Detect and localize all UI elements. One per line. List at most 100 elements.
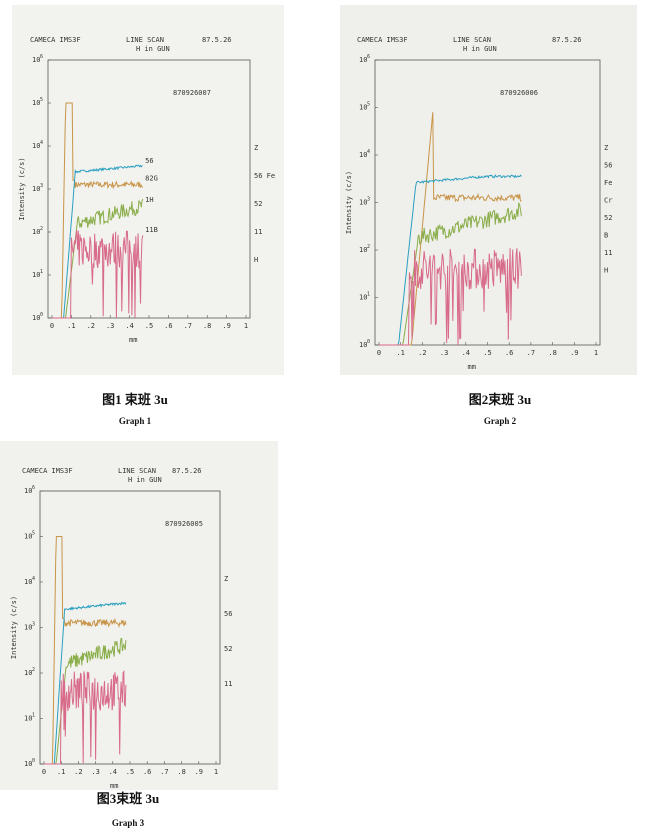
photo: CAMECA IMS3F LINE SCAN 87.5.26 H in GUN 8709…	[12, 5, 284, 375]
y-tick-exp: 5	[367, 102, 370, 108]
y-tick-exp: 0	[367, 339, 370, 345]
header-date: 87.5.26	[552, 36, 582, 44]
y-axis-label: Intensity (c/s)	[18, 157, 26, 220]
x-tick-label: .3	[91, 768, 99, 776]
y-tick-exp: 4	[32, 576, 35, 582]
y-tick-exp: 4	[367, 149, 370, 155]
x-tick-label: 0	[42, 768, 46, 776]
paper	[0, 441, 278, 790]
x-tick-label: .4	[109, 768, 117, 776]
side-label: 11	[604, 249, 612, 257]
y-tick-base: 10	[359, 341, 367, 349]
x-tick-label: .4	[462, 349, 470, 357]
photo: CAMECA IMS3F LINE SCAN 87.5.26 H in GUN 8709…	[0, 441, 278, 790]
trace-orange	[44, 536, 127, 765]
y-tick-base: 10	[32, 56, 40, 64]
photo: CAMECA IMS3F LINE SCAN 87.5.26 H in GUN 8709…	[340, 5, 637, 375]
x-tick-label: 1	[244, 322, 248, 330]
x-tick-label: .6	[164, 322, 172, 330]
y-tick-base: 10	[32, 142, 40, 150]
caption-en: Graph 2	[484, 416, 517, 426]
x-tick-label: .2	[418, 349, 426, 357]
x-tick-label: 1	[594, 349, 598, 357]
x-tick-label: .8	[177, 768, 185, 776]
y-tick-exp: 3	[40, 183, 43, 189]
y-axis-label: Intensity (c/s)	[10, 596, 18, 659]
curve-label: 56	[145, 157, 153, 165]
side-label: 11	[254, 228, 262, 236]
side-label: Fe	[604, 179, 612, 187]
side-label: H	[254, 256, 258, 264]
side-label: Z	[604, 144, 608, 152]
x-tick-label: .1	[57, 768, 65, 776]
x-tick-label: .2	[87, 322, 95, 330]
x-axis-label: mm	[129, 336, 137, 344]
y-tick-exp: 5	[32, 531, 35, 537]
y-tick-base: 10	[359, 151, 367, 159]
y-tick-base: 10	[32, 271, 40, 279]
header-subtitle: H in GUN	[128, 476, 162, 484]
caption-cn: 图2束班 3u	[469, 392, 531, 407]
y-tick-base: 10	[32, 314, 40, 322]
y-tick-base: 10	[24, 533, 32, 541]
y-tick-base: 10	[24, 760, 32, 768]
side-label: Z	[254, 144, 258, 152]
y-tick-base: 10	[359, 104, 367, 112]
curve-label: 1H	[145, 196, 153, 204]
paper	[340, 5, 637, 375]
y-tick-exp: 2	[367, 244, 370, 250]
y-tick-exp: 1	[367, 292, 370, 298]
trace-pink	[379, 248, 522, 346]
side-label: 56	[224, 610, 232, 618]
header-maker: CAMECA IMS3F	[22, 467, 73, 475]
x-axis-label: mm	[110, 782, 118, 790]
x-tick-label: .8	[203, 322, 211, 330]
header-maker: CAMECA IMS3F	[357, 36, 408, 44]
x-tick-label: .7	[184, 322, 192, 330]
y-tick-base: 10	[32, 228, 40, 236]
caption-cn: 图1 束班 3u	[102, 392, 168, 407]
y-tick-base: 10	[24, 669, 32, 677]
trace-green	[52, 198, 144, 319]
y-axis-label: Intensity (c/s)	[345, 171, 353, 234]
x-tick-label: .9	[570, 349, 578, 357]
y-tick-exp: 2	[40, 226, 43, 232]
side-label: 56	[604, 162, 612, 170]
header-subtitle: H in GUN	[463, 45, 497, 53]
y-tick-base: 10	[24, 624, 32, 632]
x-tick-label: .9	[222, 322, 230, 330]
sample-id: 870926007	[173, 89, 211, 97]
header-subtitle: H in GUN	[136, 45, 170, 53]
trace-pink	[52, 230, 144, 319]
y-tick-base: 10	[359, 246, 367, 254]
x-tick-label: .4	[125, 322, 133, 330]
y-tick-base: 10	[24, 715, 32, 723]
trace-teal	[52, 164, 143, 319]
side-label: 52	[604, 214, 612, 222]
header-date: 87.5.26	[202, 36, 232, 44]
trace-teal	[44, 601, 127, 765]
x-tick-label: .6	[505, 349, 513, 357]
trace-green	[44, 637, 127, 765]
header-mode: LINE SCAN	[453, 36, 491, 44]
header-mode: LINE SCAN	[126, 36, 164, 44]
x-tick-label: .5	[145, 322, 153, 330]
y-tick-base: 10	[24, 578, 32, 586]
y-tick-exp: 6	[40, 54, 43, 60]
sample-id: 870926005	[165, 520, 203, 528]
y-tick-exp: 3	[367, 197, 370, 203]
curve-label: 82G	[145, 174, 158, 182]
x-tick-label: 0	[377, 349, 381, 357]
trace-orange	[52, 102, 144, 319]
x-tick-label: .9	[195, 768, 203, 776]
y-tick-exp: 6	[32, 485, 35, 491]
side-label: B	[604, 232, 608, 240]
y-tick-base: 10	[32, 99, 40, 107]
x-tick-label: .1	[396, 349, 404, 357]
x-tick-label: .7	[160, 768, 168, 776]
x-tick-label: .1	[67, 322, 75, 330]
x-tick-label: .7	[527, 349, 535, 357]
y-tick-base: 10	[359, 56, 367, 64]
trace-teal	[379, 174, 522, 346]
